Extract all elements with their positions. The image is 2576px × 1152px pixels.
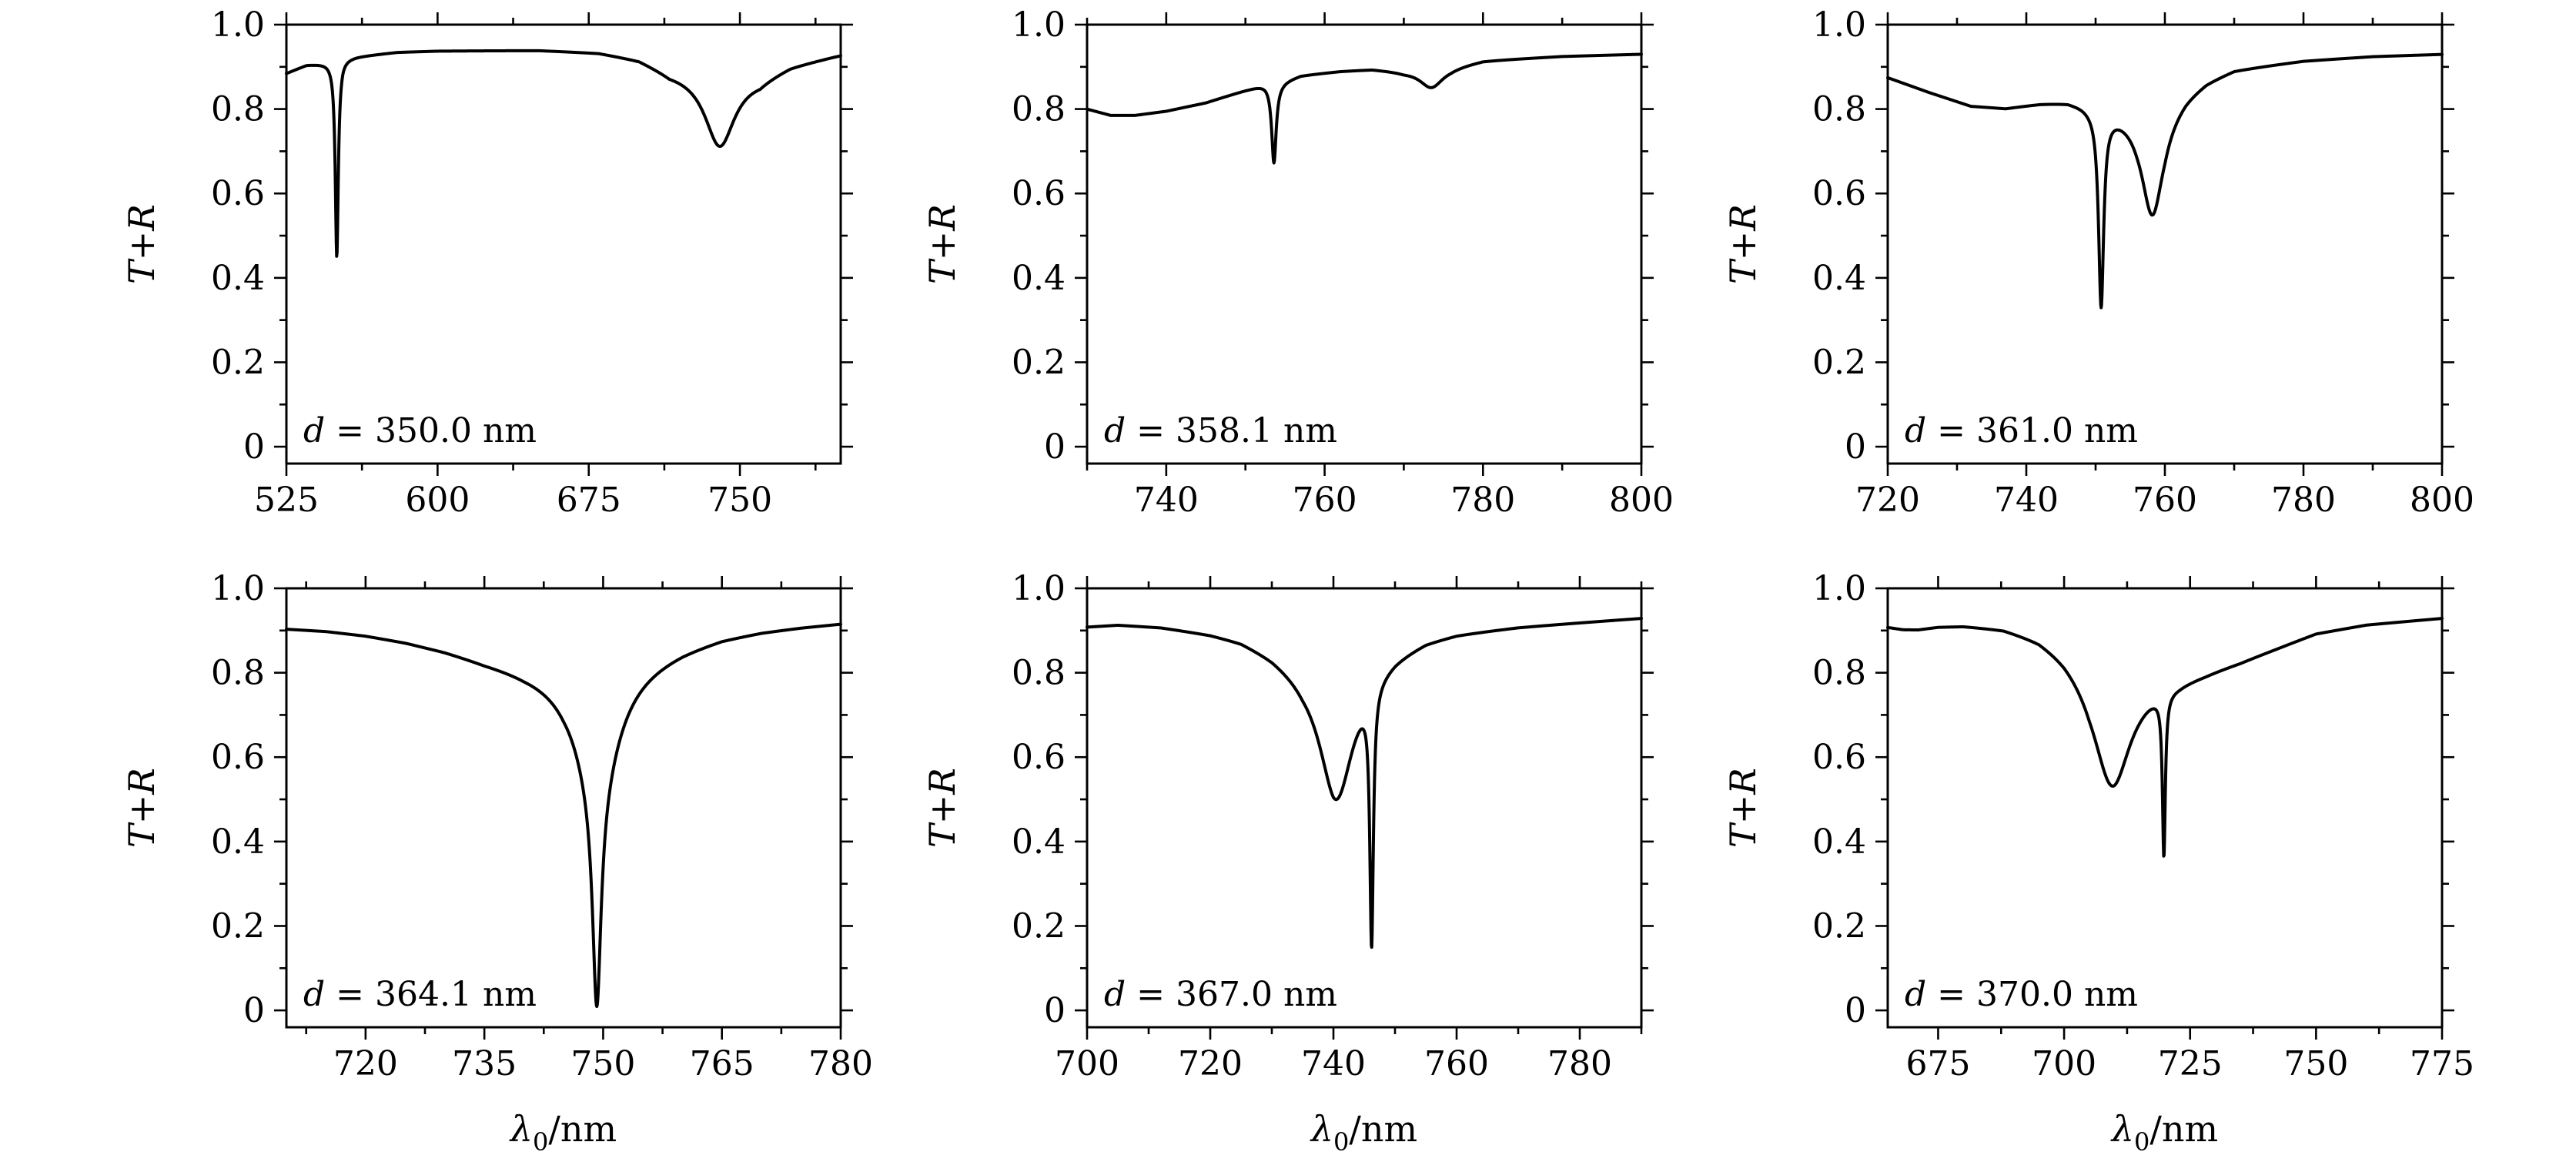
x-tick-label: 780 xyxy=(1547,1044,1612,1083)
x-tick-label: 750 xyxy=(2283,1044,2348,1083)
chart-panel-6: 0 0.2 0.4 0.6 0.8 1.0 675 700 725 750 775 T+R λ0/nm d… xyxy=(1722,569,2474,1152)
chart-panel-4: 0 0.2 0.4 0.6 0.8 1.0 720 735 750 765 780 T+R λ0/nm d… xyxy=(121,569,873,1152)
y-tick-label: 0 xyxy=(1845,427,1866,467)
y-tick-label: 1.0 xyxy=(211,5,265,45)
x-tick-label: 740 xyxy=(1301,1044,1366,1083)
x-tick-label: 675 xyxy=(557,481,621,520)
y-tick-label: 0.4 xyxy=(1012,822,1066,862)
x-tick-label: 760 xyxy=(1293,481,1357,520)
y-tick-label: 1.0 xyxy=(1812,569,1866,608)
x-tick-label: 525 xyxy=(254,481,319,520)
plot-frame xyxy=(1086,587,1643,1029)
y-tick-label: 0.6 xyxy=(1812,738,1866,777)
y-tick-label: 0.8 xyxy=(1812,654,1866,693)
x-tick-label: 700 xyxy=(2032,1044,2096,1083)
y-tick-label: 0 xyxy=(1044,427,1066,467)
plot-frame xyxy=(1886,587,2444,1029)
series-line xyxy=(1086,52,1643,165)
x-tick-label: 720 xyxy=(1855,481,1920,520)
y-tick-label: 0.8 xyxy=(211,654,265,693)
y-tick-label: 0.8 xyxy=(1012,90,1066,129)
y-tick-label: 1.0 xyxy=(1012,5,1066,45)
y-tick-label: 0.8 xyxy=(1012,654,1066,693)
chart-panel-1: 0 0.2 0.4 0.6 0.8 1.0 525 600 675 750 T+R d = 350.0… xyxy=(121,5,853,520)
x-tick-label: 750 xyxy=(570,1044,635,1083)
thickness-annotation: d = 364.1 nm xyxy=(303,975,537,1014)
y-tick-label: 0 xyxy=(1845,991,1866,1030)
x-tick-label: 760 xyxy=(1424,1044,1489,1083)
y-tick-label: 0 xyxy=(243,427,265,467)
x-tick-label: 750 xyxy=(708,481,772,520)
y-axis-title: T+R xyxy=(1722,204,1764,284)
y-tick-label: 0.6 xyxy=(1012,738,1066,777)
x-tick-label: 600 xyxy=(405,481,470,520)
chart-panel-2: 0 0.2 0.4 0.6 0.8 1.0 740 760 780 800 T+R d = 358.1… xyxy=(922,5,1674,520)
x-tick-label: 740 xyxy=(1994,481,2059,520)
y-tick-label: 0.6 xyxy=(1812,174,1866,213)
y-tick-label: 0 xyxy=(1044,991,1066,1030)
y-axis-title: T+R xyxy=(922,204,963,284)
series-line xyxy=(1886,617,2444,858)
x-tick-label: 780 xyxy=(808,1044,873,1083)
y-tick-label: 0.6 xyxy=(211,174,265,213)
thickness-annotation: d = 361.0 nm xyxy=(1905,411,2138,450)
plot-frame xyxy=(285,587,842,1029)
y-tick-label: 0.2 xyxy=(211,343,265,382)
series-line xyxy=(285,49,842,258)
y-tick-label: 0.2 xyxy=(1012,906,1066,946)
y-tick-label: 1.0 xyxy=(1012,569,1066,608)
thickness-annotation: d = 370.0 nm xyxy=(1905,975,2138,1014)
y-tick-label: 1.0 xyxy=(1812,5,1866,45)
x-axis-title: λ0/nm xyxy=(509,1108,617,1152)
y-axis-title: T+R xyxy=(1722,768,1764,848)
y-tick-label: 0.6 xyxy=(1012,174,1066,213)
x-tick-label: 700 xyxy=(1055,1044,1119,1083)
y-tick-label: 0.4 xyxy=(1012,259,1066,298)
x-axis-title: λ0/nm xyxy=(1310,1108,1417,1152)
series-line xyxy=(1886,52,2444,310)
thickness-annotation: d = 358.1 nm xyxy=(1104,411,1337,450)
x-tick-label: 775 xyxy=(2410,1044,2474,1083)
thickness-annotation: d = 350.0 nm xyxy=(303,411,537,450)
x-tick-label: 760 xyxy=(2133,481,2197,520)
y-tick-label: 1.0 xyxy=(211,569,265,608)
chart-panel-3: 0 0.2 0.4 0.6 0.8 1.0 720 740 760 780 800 T+R d = 36… xyxy=(1722,5,2474,520)
x-tick-label: 735 xyxy=(452,1044,517,1083)
x-tick-label: 725 xyxy=(2158,1044,2223,1083)
y-tick-label: 0.4 xyxy=(1812,822,1866,862)
y-tick-label: 0.2 xyxy=(1812,906,1866,946)
y-tick-label: 0.8 xyxy=(1812,90,1866,129)
plot-frame xyxy=(1086,23,1643,465)
x-tick-label: 740 xyxy=(1134,481,1199,520)
x-axis-title: λ0/nm xyxy=(2110,1108,2218,1152)
x-tick-label: 720 xyxy=(1178,1044,1243,1083)
x-tick-label: 675 xyxy=(1905,1044,1970,1083)
y-axis-title: T+R xyxy=(121,768,162,848)
plot-frame xyxy=(285,23,842,465)
x-tick-label: 800 xyxy=(2410,481,2474,520)
y-tick-label: 0.6 xyxy=(211,738,265,777)
y-tick-label: 0.4 xyxy=(211,822,265,862)
chart-panel-5: 0 0.2 0.4 0.6 0.8 1.0 700 720 740 760 780 T+R λ0/nm d… xyxy=(922,569,1654,1152)
y-tick-label: 0.4 xyxy=(1812,259,1866,298)
x-tick-label: 780 xyxy=(2271,481,2336,520)
thickness-annotation: d = 367.0 nm xyxy=(1104,975,1337,1014)
y-tick-label: 0.2 xyxy=(1012,343,1066,382)
y-tick-label: 0.8 xyxy=(211,90,265,129)
y-tick-label: 0 xyxy=(243,991,265,1030)
y-tick-label: 0.4 xyxy=(211,259,265,298)
series-line xyxy=(1086,617,1643,949)
x-tick-label: 765 xyxy=(690,1044,754,1083)
x-tick-label: 720 xyxy=(333,1044,398,1083)
x-tick-label: 800 xyxy=(1609,481,1674,520)
y-tick-label: 0.2 xyxy=(211,906,265,946)
y-axis-title: T+R xyxy=(121,204,162,284)
series-line xyxy=(285,622,842,1009)
y-axis-title: T+R xyxy=(922,768,963,848)
y-tick-label: 0.2 xyxy=(1812,343,1866,382)
x-tick-label: 780 xyxy=(1450,481,1515,520)
plot-frame xyxy=(1886,23,2444,465)
